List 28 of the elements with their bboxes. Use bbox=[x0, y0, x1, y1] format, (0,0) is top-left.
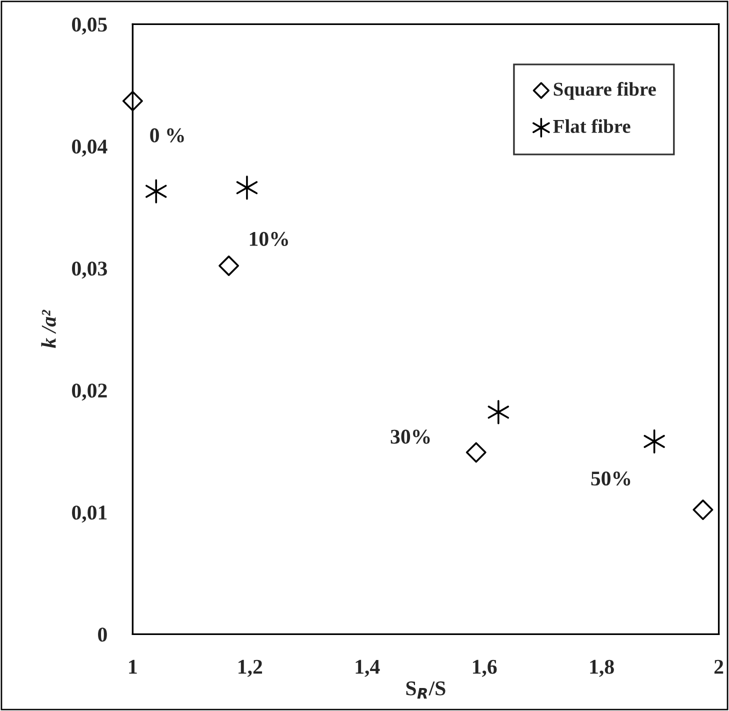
y-tick-label: 0,01 bbox=[72, 506, 107, 523]
y-tick-label: 0,05 bbox=[72, 18, 107, 35]
point bbox=[122, 90, 143, 112]
point bbox=[236, 176, 258, 200]
x-axis-title: S$_{R}$/S bbox=[406, 681, 446, 699]
annotation: 50% bbox=[591, 471, 630, 486]
annotation: 30% bbox=[390, 430, 430, 444]
x-tick-label: 1,4 bbox=[356, 660, 380, 677]
y-axis-title: k /a² bbox=[41, 310, 56, 348]
x-tick-label: 1 bbox=[129, 660, 137, 674]
y-tick-label: 0,02 bbox=[72, 384, 107, 401]
x-tick-label: 1,8 bbox=[590, 660, 614, 677]
point bbox=[644, 429, 665, 454]
y-tick-label: 0,03 bbox=[72, 262, 107, 279]
x-tick-label: 1,6 bbox=[472, 660, 497, 677]
x-tick-label: 2 bbox=[714, 660, 724, 674]
annotation: 0 % bbox=[150, 128, 184, 142]
y-tick-label: 0,04 bbox=[72, 140, 108, 157]
y-tick-label: 0 bbox=[98, 628, 107, 642]
legend-label: Flat fibre bbox=[553, 119, 630, 133]
point bbox=[488, 400, 510, 424]
point bbox=[218, 256, 240, 276]
point bbox=[692, 500, 714, 520]
point bbox=[466, 442, 486, 463]
annotation: 10% bbox=[250, 232, 288, 246]
x-tick-label: 1,2 bbox=[238, 660, 262, 677]
legend-label: Square fibre bbox=[554, 82, 656, 100]
point bbox=[146, 179, 167, 204]
